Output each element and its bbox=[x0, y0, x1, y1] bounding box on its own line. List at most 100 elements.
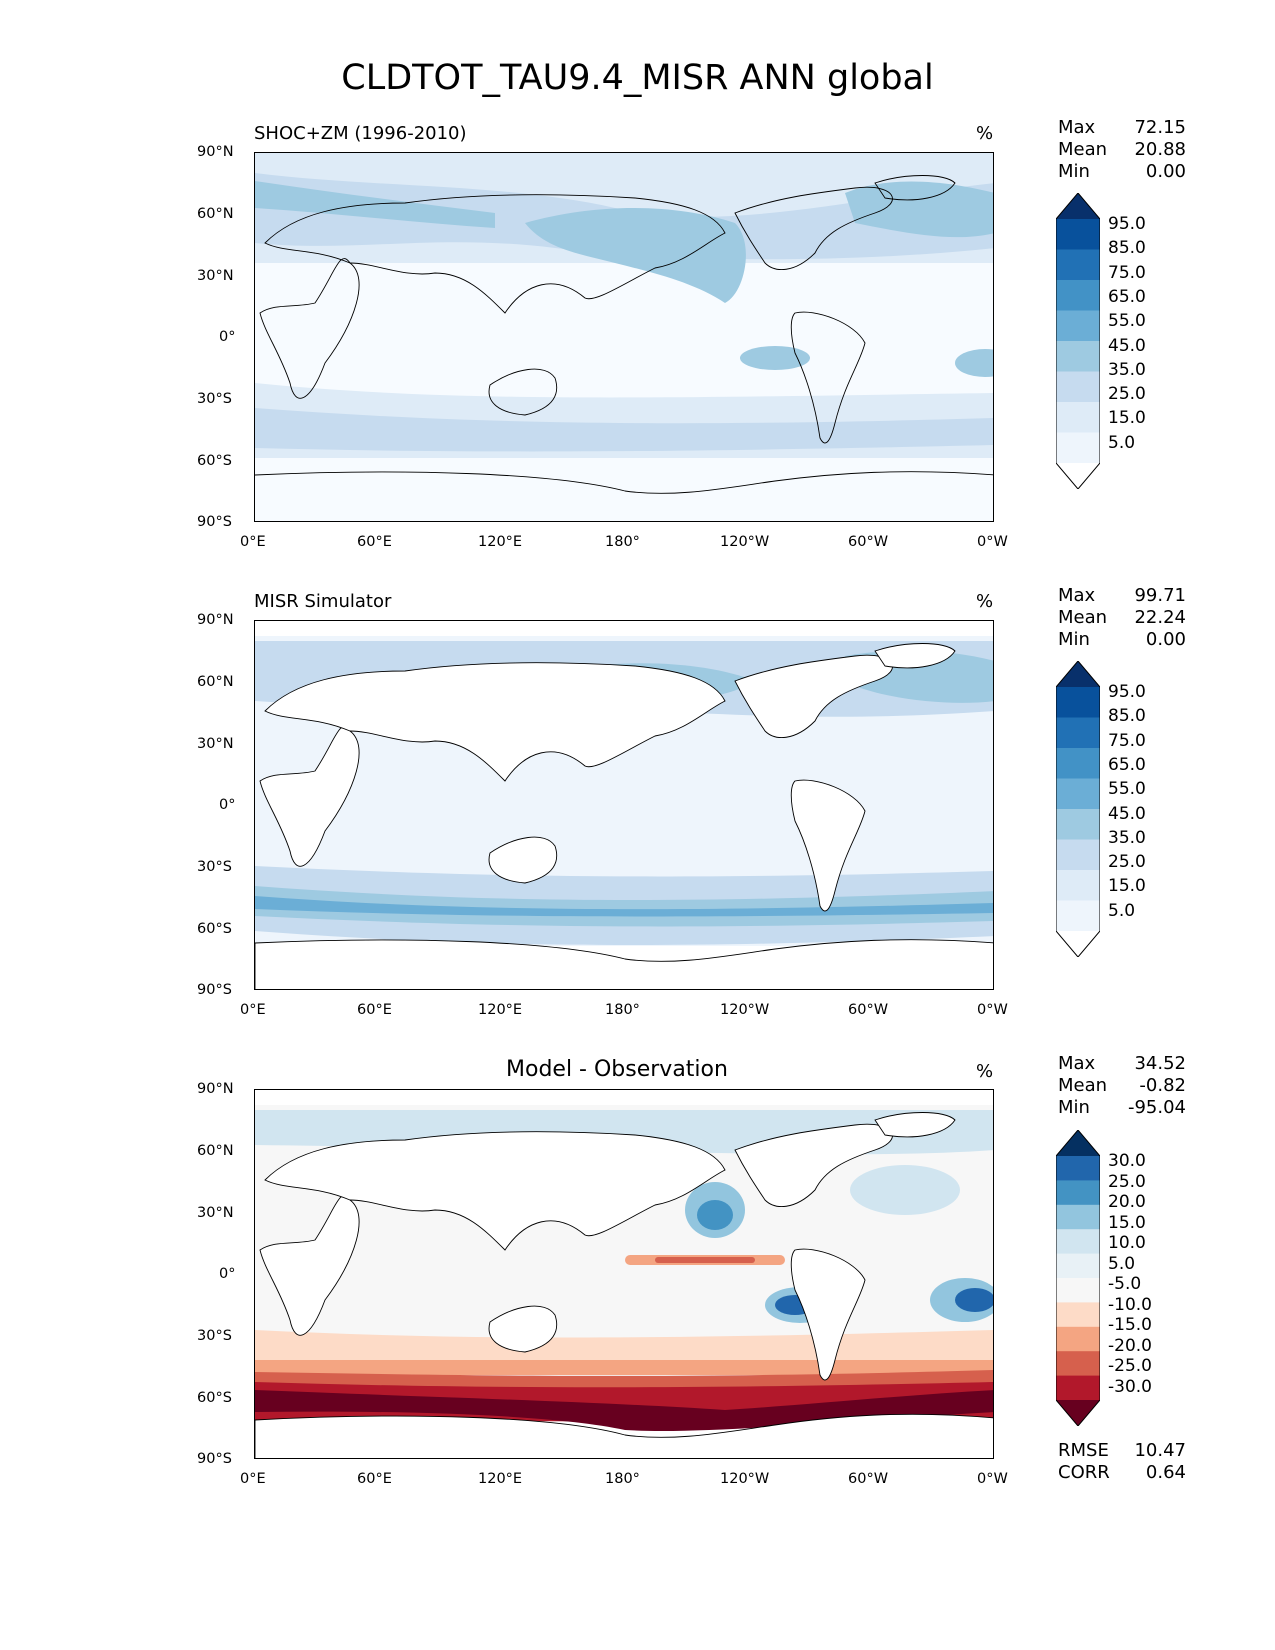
y-tick-label: 60°N bbox=[197, 206, 234, 222]
colorbar-swatch bbox=[1056, 748, 1100, 779]
colorbar-level-label: 75.0 bbox=[1108, 730, 1146, 751]
x-tick-label: 0°E bbox=[240, 1002, 266, 1018]
colorbar-level-label: 45.0 bbox=[1108, 335, 1146, 356]
colorbar-level-label: 20.0 bbox=[1108, 1192, 1146, 1212]
map-model bbox=[254, 152, 994, 522]
colorbar-level-label: 65.0 bbox=[1108, 754, 1146, 775]
colorbar-swatch bbox=[1056, 839, 1100, 871]
stat-mean-value: 20.88 bbox=[1134, 139, 1186, 160]
colorbar-swatch bbox=[1056, 371, 1100, 403]
stat-max-label: Max bbox=[1058, 585, 1096, 606]
y-tick-label: 30°S bbox=[197, 391, 232, 407]
x-tick-label: 120°E bbox=[478, 1002, 523, 1018]
stat-max-value: 34.52 bbox=[1134, 1053, 1186, 1074]
colorbar-swatch bbox=[1056, 310, 1100, 342]
x-tick-label: 180° bbox=[605, 1471, 640, 1487]
colorbar-swatch bbox=[1056, 219, 1100, 250]
y-tick-label: 30°N bbox=[197, 736, 234, 752]
y-tick-label: 60°S bbox=[197, 1390, 232, 1406]
colorbar-swatch bbox=[1056, 432, 1100, 464]
stat-mean-label: Mean bbox=[1058, 607, 1108, 628]
colorbar-level-label: 10.0 bbox=[1108, 1233, 1146, 1253]
stat-mean-value: -0.82 bbox=[1139, 1075, 1186, 1096]
colorbar-level-label: 45.0 bbox=[1108, 803, 1146, 824]
x-tick-label: 120°E bbox=[478, 1471, 523, 1487]
colorbar-swatch bbox=[1056, 1278, 1100, 1303]
colorbar-swatch bbox=[1056, 1351, 1100, 1377]
x-tick-label: 0°E bbox=[240, 1471, 266, 1487]
y-tick-label: 90°N bbox=[197, 1081, 234, 1097]
colorbar-swatch bbox=[1056, 280, 1100, 311]
stat-mean-label: Mean bbox=[1058, 139, 1108, 160]
stat-max-label: Max bbox=[1058, 117, 1096, 138]
y-tick-label: 30°S bbox=[197, 859, 232, 875]
y-tick-label: 60°S bbox=[197, 921, 232, 937]
stat-mean-label: Mean bbox=[1058, 1075, 1108, 1096]
colorbar-level-label: 65.0 bbox=[1108, 286, 1146, 307]
x-tick-label: 0°W bbox=[977, 1471, 1008, 1487]
unit-label: % bbox=[976, 1061, 994, 1082]
map-observation bbox=[254, 620, 994, 990]
x-tick-label: 120°W bbox=[720, 534, 770, 550]
stats-box: Max 99.71 Mean 22.24 Min 0.00 bbox=[1058, 585, 1186, 651]
corr-label: CORR bbox=[1058, 1462, 1110, 1483]
colorbar-swatch bbox=[1056, 193, 1100, 219]
rmse-label: RMSE bbox=[1058, 1440, 1109, 1461]
stat-min-value: 0.00 bbox=[1145, 629, 1186, 650]
x-tick-label: 60°W bbox=[848, 1002, 889, 1018]
panel-label: MISR Simulator bbox=[254, 591, 392, 612]
x-tick-label: 120°W bbox=[720, 1002, 770, 1018]
colorbar-swatch bbox=[1056, 870, 1100, 901]
stat-min-value: 0.00 bbox=[1145, 161, 1186, 182]
stat-min-label: Min bbox=[1058, 161, 1090, 182]
colorbar-swatch bbox=[1056, 900, 1100, 932]
x-tick-label: 0°W bbox=[977, 1002, 1008, 1018]
stat-min-label: Min bbox=[1058, 629, 1090, 650]
y-tick-label: 30°N bbox=[197, 1205, 234, 1221]
x-tick-label: 60°E bbox=[357, 1471, 392, 1487]
stats-box: Max 72.15 Mean 20.88 Min 0.00 bbox=[1058, 117, 1186, 183]
x-tick-label: 0°E bbox=[240, 534, 266, 550]
panel-label: SHOC+ZM (1996-2010) bbox=[254, 123, 467, 144]
colorbar-swatch bbox=[1056, 1253, 1100, 1279]
x-tick-label: 120°E bbox=[478, 534, 523, 550]
colorbar-swatches bbox=[1055, 1129, 1101, 1427]
colorbar-swatch bbox=[1056, 809, 1100, 840]
colorbar-level-label: 15.0 bbox=[1108, 408, 1146, 429]
colorbar-level-label: -5.0 bbox=[1108, 1274, 1142, 1294]
x-tick-label: 60°W bbox=[848, 534, 889, 550]
colorbar-swatch bbox=[1056, 1204, 1100, 1230]
panel-title: Model - Observation bbox=[506, 1057, 728, 1082]
x-tick-label: 60°W bbox=[848, 1471, 889, 1487]
rmse-value: 10.47 bbox=[1134, 1440, 1186, 1461]
colorbar bbox=[1055, 1129, 1101, 1427]
x-tick-label: 120°W bbox=[720, 1471, 770, 1487]
figure-title: CLDTOT_TAU9.4_MISR ANN global bbox=[341, 58, 934, 98]
colorbar-level-label: -10.0 bbox=[1108, 1294, 1152, 1315]
colorbar-swatch bbox=[1056, 687, 1100, 718]
map-difference bbox=[254, 1089, 994, 1459]
y-tick-label: 60°N bbox=[197, 1143, 234, 1159]
colorbar-level-label: 95.0 bbox=[1108, 682, 1146, 702]
colorbar-level-label: 55.0 bbox=[1108, 779, 1146, 800]
x-tick-label: 60°E bbox=[357, 1002, 392, 1018]
y-tick-label: 90°S bbox=[197, 514, 232, 530]
colorbar-swatch bbox=[1056, 1326, 1100, 1352]
stat-min-label: Min bbox=[1058, 1097, 1090, 1118]
colorbar-level-label: 95.0 bbox=[1108, 214, 1146, 234]
colorbar-swatches bbox=[1055, 660, 1101, 958]
colorbar-swatch bbox=[1056, 1180, 1100, 1206]
colorbar-level-label: 25.0 bbox=[1108, 1171, 1146, 1192]
colorbar-level-label: -25.0 bbox=[1108, 1356, 1152, 1376]
x-tick-label: 180° bbox=[605, 1002, 640, 1018]
colorbar-swatch bbox=[1056, 1229, 1100, 1255]
stat-min-value: -95.04 bbox=[1127, 1097, 1186, 1118]
colorbar-swatch bbox=[1056, 717, 1100, 749]
colorbar-level-label: 5.0 bbox=[1108, 1253, 1136, 1274]
y-tick-label: 60°S bbox=[197, 453, 232, 469]
colorbar-level-label: 85.0 bbox=[1108, 706, 1146, 727]
stat-max-value: 99.71 bbox=[1134, 585, 1186, 606]
colorbar-swatches bbox=[1055, 192, 1101, 490]
y-tick-label: 0° bbox=[219, 329, 236, 345]
colorbar-swatch bbox=[1056, 1156, 1100, 1181]
